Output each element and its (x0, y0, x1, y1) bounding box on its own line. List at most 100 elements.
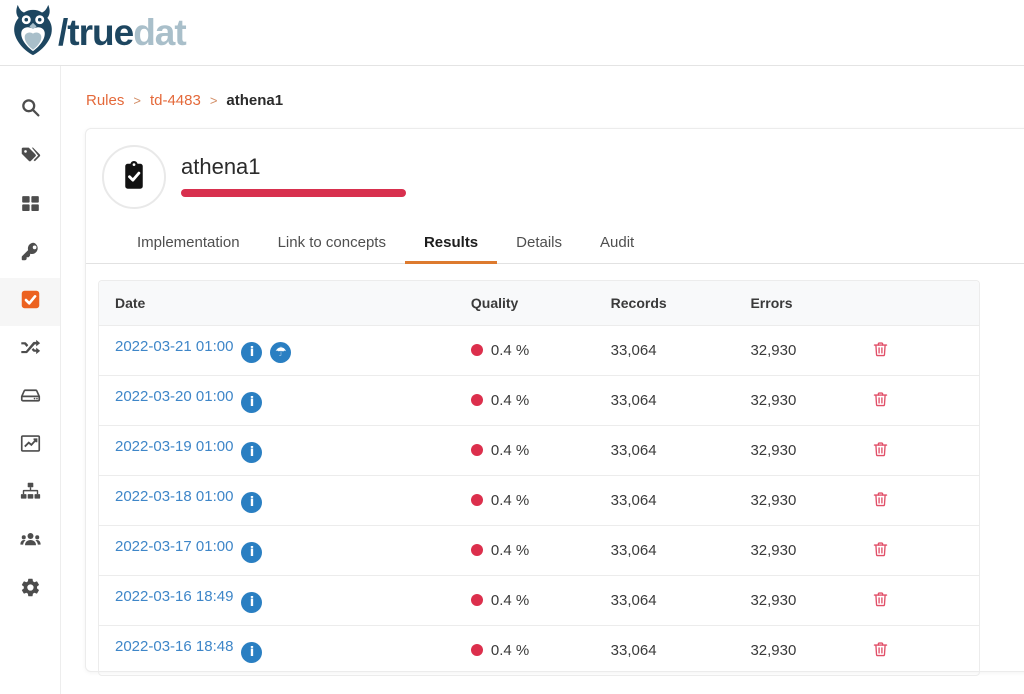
tab-implementation[interactable]: Implementation (137, 234, 240, 251)
results-table-body: 2022-03-21 01:00 i ☂ 0.4 % 33,064 32,930 2… (99, 326, 979, 675)
info-icon-button[interactable]: i (241, 542, 263, 563)
trash-icon (872, 541, 889, 561)
records-cell: 33,064 (594, 376, 735, 426)
delete-result-button[interactable] (872, 390, 889, 411)
breadcrumb: Rules > td-4483 > athena1 (61, 66, 1024, 109)
delete-result-button[interactable] (872, 490, 889, 511)
result-date-link[interactable]: 2022-03-21 01:00 (115, 338, 234, 355)
rule-avatar (102, 145, 166, 209)
info-icon-button[interactable]: i (241, 442, 263, 463)
quality-status-dot (470, 394, 483, 406)
breadcrumb-rules-link[interactable]: Rules (86, 92, 125, 109)
info-icon-button[interactable]: i (241, 492, 263, 513)
date-cell: 2022-03-18 01:00 i (99, 476, 455, 526)
sidebar-nav (0, 66, 61, 694)
records-cell: 33,064 (594, 476, 735, 526)
records-cell: 33,064 (595, 626, 735, 675)
records-value: 33,064 (610, 592, 657, 609)
quality-cell: 0.4 % (454, 576, 595, 626)
info-icon-button[interactable]: i (241, 392, 263, 413)
sidebar-item-sources[interactable] (0, 374, 60, 422)
date-cell: 2022-03-16 18:49 i (99, 576, 455, 626)
trash-icon (872, 441, 889, 461)
delete-result-button[interactable] (872, 440, 889, 461)
date-cell: 2022-03-16 18:48 i (99, 626, 455, 675)
delete-result-button[interactable] (872, 640, 889, 661)
info-icon-button[interactable]: i (241, 642, 263, 663)
sidebar-item-permissions[interactable] (0, 230, 60, 278)
result-date-link[interactable]: 2022-03-16 18:49 (115, 588, 234, 605)
sidebar-item-taxonomy[interactable] (0, 134, 60, 182)
table-row: 2022-03-20 01:00 i 0.4 % 33,064 32,930 (99, 376, 979, 426)
sidebar-item-dashboards[interactable] (0, 422, 60, 470)
quality-value: 0.4 % (490, 392, 530, 409)
actions-cell (856, 526, 979, 576)
sidebar-item-search[interactable] (0, 86, 60, 134)
chart-line-icon (20, 433, 41, 459)
sidebar-item-rules[interactable] (0, 278, 60, 326)
date-cell: 2022-03-21 01:00 i ☂ (99, 326, 455, 376)
breadcrumb-separator: > (133, 93, 141, 108)
result-date-link[interactable]: 2022-03-20 01:00 (115, 388, 234, 405)
quality-cell: 0.4 % (454, 426, 595, 476)
errors-cell: 32,930 (734, 326, 857, 376)
sidebar-item-settings[interactable] (0, 566, 60, 614)
quality-status-dot (470, 444, 483, 456)
tab-details[interactable]: Details (516, 234, 563, 251)
actions-cell (856, 426, 979, 476)
info-icon-button[interactable]: i (241, 342, 263, 363)
results-table-container: Date Quality Records Errors 2022-03-21 0… (98, 280, 980, 676)
sidebar-item-modules[interactable] (0, 182, 60, 230)
result-date-link[interactable]: 2022-03-16 18:48 (115, 638, 234, 655)
table-header-row: Date Quality Records Errors (99, 281, 979, 326)
table-row: 2022-03-19 01:00 i 0.4 % 33,064 32,930 (99, 426, 979, 476)
quality-value: 0.4 % (490, 542, 530, 559)
card-header: athena1 (98, 145, 1024, 209)
top-header: /truedat (0, 0, 1024, 66)
key-icon (20, 241, 41, 267)
tab-link-to-concepts[interactable]: Link to concepts (277, 234, 386, 251)
sidebar-item-users[interactable] (0, 518, 60, 566)
col-header-errors: Errors (734, 281, 857, 326)
table-row: 2022-03-18 01:00 i 0.4 % 33,064 32,930 (99, 476, 979, 526)
result-date-link[interactable]: 2022-03-18 01:00 (115, 488, 234, 505)
table-row: 2022-03-21 01:00 i ☂ 0.4 % 33,064 32,930 (99, 326, 979, 376)
errors-cell: 32,930 (734, 626, 856, 675)
quality-status-dot (470, 544, 483, 556)
col-header-date: Date (99, 281, 455, 326)
breadcrumb-rule-link[interactable]: td-4483 (149, 92, 201, 109)
quality-status-dot (470, 494, 483, 506)
table-row: 2022-03-17 01:00 i 0.4 % 33,064 32,930 (99, 526, 979, 576)
errors-value: 32,930 (750, 492, 797, 509)
records-value: 33,064 (610, 642, 657, 659)
errors-value: 32,930 (750, 542, 797, 559)
trash-icon (872, 341, 889, 361)
records-value: 33,064 (610, 442, 657, 459)
sidebar-item-lineage[interactable] (0, 470, 60, 518)
delete-result-button[interactable] (872, 590, 889, 611)
info-icon-button[interactable]: i (241, 592, 263, 613)
umbrella-icon-button[interactable]: ☂ (270, 342, 292, 363)
actions-cell (856, 626, 979, 675)
users-group-icon (19, 529, 41, 555)
table-row: 2022-03-16 18:49 i 0.4 % 33,064 32,930 (99, 576, 979, 626)
errors-cell: 32,930 (734, 376, 857, 426)
quality-value: 0.4 % (490, 492, 530, 509)
result-date-link[interactable]: 2022-03-17 01:00 (115, 538, 234, 555)
quality-value: 0.4 % (490, 592, 530, 609)
tab-audit[interactable]: Audit (600, 234, 635, 251)
tab-results[interactable]: Results (404, 225, 498, 264)
records-cell: 33,064 (594, 526, 735, 576)
quality-cell: 0.4 % (454, 476, 595, 526)
records-value: 33,064 (610, 492, 657, 509)
delete-result-button[interactable] (872, 540, 889, 561)
quality-cell: 0.4 % (455, 626, 595, 675)
delete-result-button[interactable] (872, 340, 889, 361)
truedat-logo[interactable]: /truedat (10, 4, 187, 61)
result-date-link[interactable]: 2022-03-19 01:00 (115, 438, 234, 455)
sidebar-item-connections[interactable] (0, 326, 60, 374)
trash-icon (872, 641, 889, 661)
page-title: athena1 (181, 154, 261, 179)
logo-text-light: dat (133, 12, 186, 53)
errors-value: 32,930 (750, 592, 797, 609)
